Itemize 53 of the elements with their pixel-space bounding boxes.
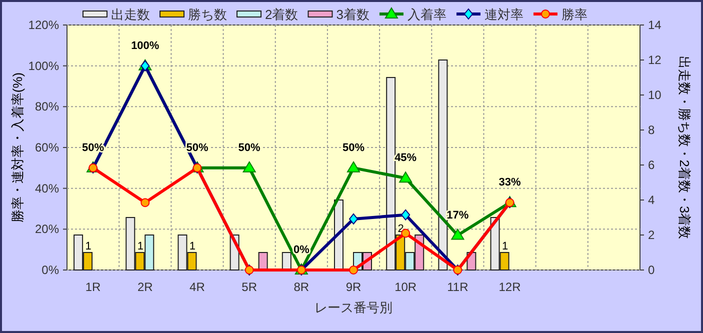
data-label: 1 — [189, 240, 196, 252]
bar — [258, 252, 268, 270]
data-label: 0% — [293, 244, 310, 256]
y2-tick-label: 0 — [648, 263, 655, 277]
x-tick-label: 12R — [498, 280, 522, 294]
y2-tick-label: 6 — [648, 158, 655, 172]
y-tick-label: 100% — [28, 58, 60, 73]
y2-tick-label: 12 — [648, 53, 662, 67]
legend-label: 入着率 — [407, 7, 446, 22]
x-tick-label: 4R — [190, 280, 206, 294]
point — [401, 209, 410, 220]
legend-label: 3着数 — [336, 7, 370, 22]
x-tick-label: 11R — [447, 280, 469, 294]
y-tick-label: 20% — [34, 222, 60, 236]
data-label: 100% — [131, 40, 160, 52]
y2-tick-label: 4 — [648, 193, 655, 207]
x-tick-label: 1R — [85, 280, 102, 294]
x-tick-label: 5R — [242, 280, 258, 294]
data-label: 1 — [137, 240, 144, 252]
legend-label: 勝ち数 — [188, 7, 227, 22]
point — [242, 161, 256, 172]
point — [347, 161, 360, 172]
y-axis-title: 勝率・連対率・入着率(%) — [10, 72, 25, 223]
y2-tick-label: 8 — [648, 123, 655, 137]
data-label: 50% — [238, 142, 261, 154]
data-label: 33% — [498, 176, 521, 189]
y2-tick-label: 14 — [648, 18, 662, 32]
data-label: 1 — [502, 240, 508, 252]
x-tick-label: 8R — [294, 280, 310, 294]
y-tick-label: 80% — [34, 100, 60, 114]
x-tick-label: 2R — [137, 280, 154, 294]
legend-label: 連対率 — [484, 7, 524, 22]
y2-tick-label: 2 — [648, 228, 655, 242]
point — [399, 172, 412, 183]
x-axis-title: レース番号別 — [314, 300, 392, 315]
point — [140, 198, 150, 208]
legend-label: 出走数 — [111, 7, 150, 22]
legend-label: 勝率 — [561, 7, 588, 22]
legend-label: 2着数 — [265, 7, 298, 22]
point — [451, 228, 464, 240]
bar — [438, 60, 448, 270]
y-tick-label: 60% — [34, 140, 60, 154]
y2-tick-label: 10 — [648, 88, 662, 102]
y-tick-label: 0% — [42, 263, 60, 277]
x-tick-label: 9R — [346, 280, 362, 294]
y-tick-label: 40% — [34, 181, 60, 196]
point — [349, 266, 358, 274]
data-label: 50% — [342, 142, 365, 154]
x-tick-label: 10R — [394, 280, 417, 294]
point — [349, 213, 358, 224]
y-tick-label: 120% — [28, 18, 60, 32]
y2-axis-title: 出走数・勝ち数・2着数・3着数 — [677, 56, 692, 240]
data-label: 1 — [85, 240, 92, 252]
